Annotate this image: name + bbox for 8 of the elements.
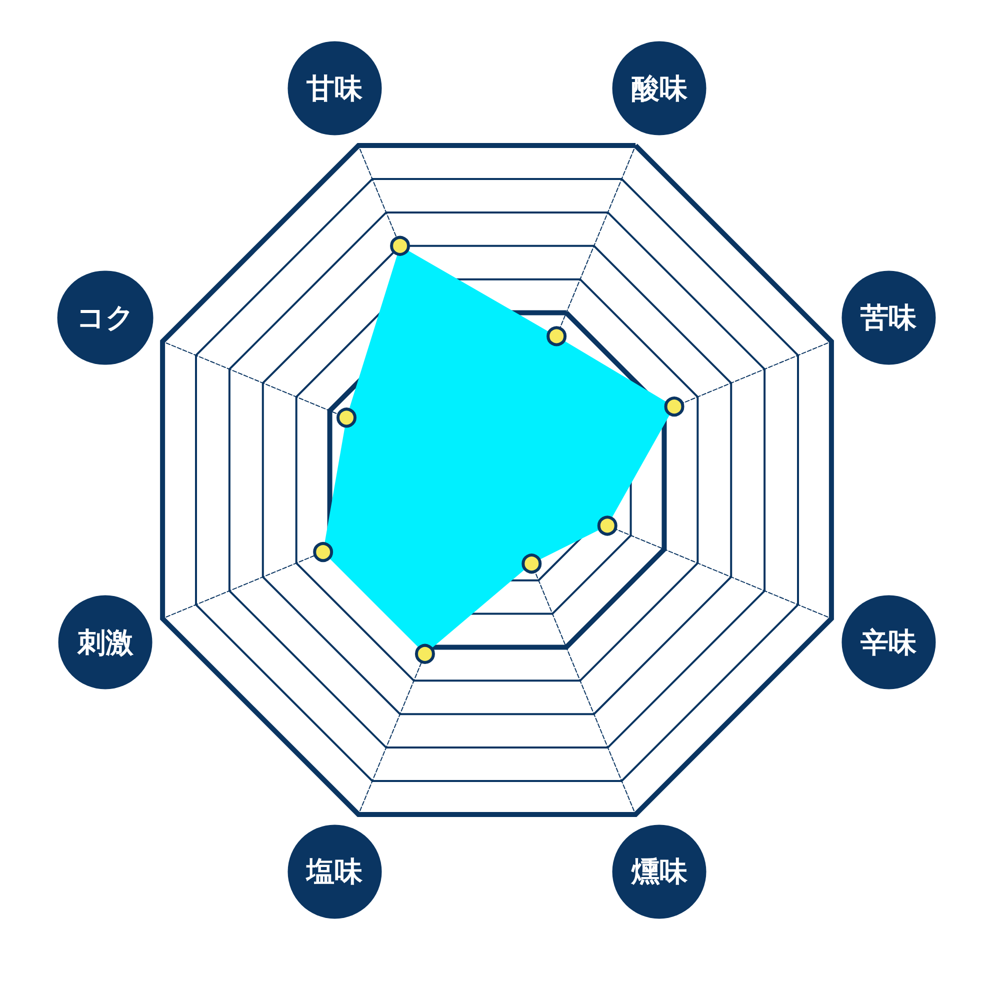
spoke-label: コク (76, 301, 134, 334)
spoke-label: 苦味 (860, 301, 918, 334)
spoke-label: 塩味 (306, 855, 364, 888)
spoke-label: 燻味 (630, 855, 688, 888)
spoke-label: 辛味 (860, 626, 918, 659)
spoke-label: 刺激 (76, 626, 134, 659)
spoke-label: 甘味 (306, 72, 364, 105)
spoke-label: 酸味 (631, 72, 688, 105)
